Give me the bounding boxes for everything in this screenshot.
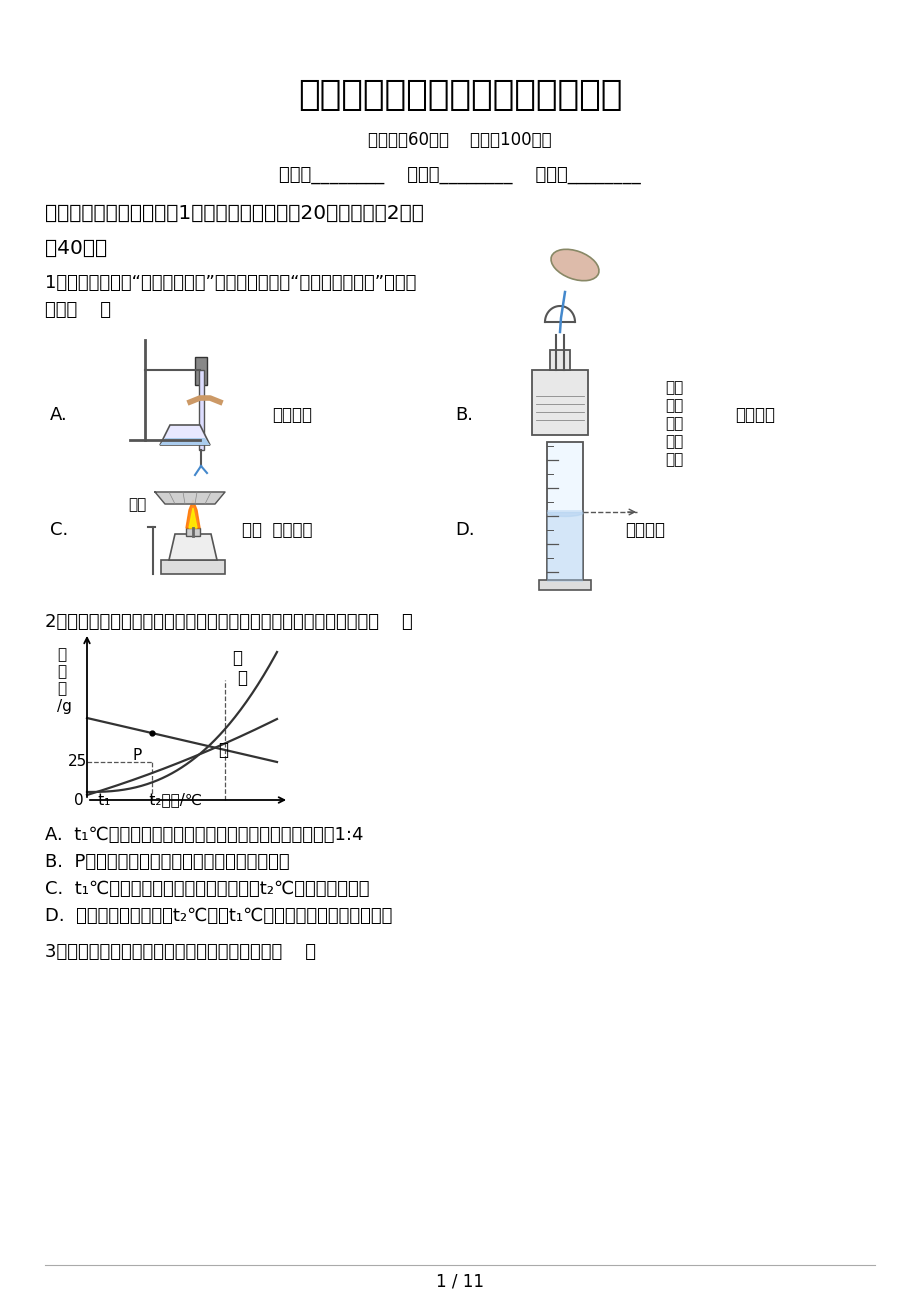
Polygon shape <box>186 500 199 529</box>
Text: 乙: 乙 <box>237 669 246 687</box>
Text: 0   t₁        t₂温度/℃: 0 t₁ t₂温度/℃ <box>74 793 202 807</box>
Polygon shape <box>160 437 210 445</box>
Polygon shape <box>169 534 217 560</box>
Text: （时间：60分钟    分数：100分）: （时间：60分钟 分数：100分） <box>368 132 551 148</box>
Text: A.: A. <box>50 406 68 424</box>
Text: 冲洗: 冲洗 <box>664 417 683 431</box>
Text: 2、下图是甲、乙、丙三种物质的溶解度曲线，下列说法中正确的是（    ）: 2、下图是甲、乙、丙三种物质的溶解度曲线，下列说法中正确的是（ ） <box>45 613 413 631</box>
Polygon shape <box>188 508 197 529</box>
Text: 滴管: 滴管 <box>664 453 683 467</box>
Polygon shape <box>154 492 225 504</box>
Ellipse shape <box>550 249 598 281</box>
Text: D.  将三种物质的溶液从t₂℃降至t₁℃，析出晶体最多的是甲物质: D. 将三种物质的溶液从t₂℃降至t₁℃，析出晶体最多的是甲物质 <box>45 907 391 924</box>
Bar <box>550 350 570 370</box>
Text: 丙: 丙 <box>218 741 228 759</box>
Text: D.: D. <box>455 521 474 539</box>
Bar <box>531 370 587 435</box>
Text: 1 / 11: 1 / 11 <box>436 1273 483 1292</box>
Text: B.: B. <box>455 406 472 424</box>
Text: 25: 25 <box>68 754 87 769</box>
Text: B.  P点表示甲、丙两种物质的饱和溶液质量相等: B. P点表示甲、丙两种物质的饱和溶液质量相等 <box>45 853 289 871</box>
Bar <box>161 560 225 574</box>
Text: 火焰: 火焰 <box>128 497 146 513</box>
Text: 的是（    ）: 的是（ ） <box>45 301 111 319</box>
Bar <box>186 529 199 536</box>
Text: C.: C. <box>50 521 68 539</box>
Text: A.  t₁℃时，甲物质的饱和溶液中溶质和溶剂的质量比为1:4: A. t₁℃时，甲物质的饱和溶液中溶质和溶剂的质量比为1:4 <box>45 825 363 844</box>
Bar <box>539 579 590 590</box>
Bar <box>195 357 207 385</box>
Text: 溶: 溶 <box>57 647 66 663</box>
Text: 污染试剂: 污染试剂 <box>734 406 774 424</box>
Text: 液体噴出: 液体噴出 <box>272 406 312 424</box>
Text: 內40分）: 內40分） <box>45 238 107 258</box>
Text: C.  t₁℃时，乙物质的饱和溶液，升温至t₂℃时仍是饱和溶液: C. t₁℃时，乙物质的饱和溶液，升温至t₂℃时仍是饱和溶液 <box>45 880 369 898</box>
Polygon shape <box>160 424 210 445</box>
Text: 过的: 过的 <box>664 435 683 449</box>
Text: 一、选择题（每小题只有1个选项符合题意。內20小题，每题2分，: 一、选择题（每小题只有1个选项符合题意。內20小题，每题2分， <box>45 203 424 223</box>
Text: 用自: 用自 <box>664 380 683 396</box>
Text: /g: /g <box>57 698 72 713</box>
Bar <box>547 510 583 582</box>
Text: 3、空气中含量最多且化学性质不活泼的气体是（    ）: 3、空气中含量最多且化学性质不活泼的气体是（ ） <box>45 943 315 961</box>
Text: 甲: 甲 <box>232 648 242 667</box>
Text: 酒精  酒精溅出: 酒精 酒精溅出 <box>242 521 312 539</box>
Bar <box>547 441 583 582</box>
Text: 来水: 来水 <box>664 398 683 414</box>
Text: 班级：________    姓名：________    分数：________: 班级：________ 姓名：________ 分数：________ <box>278 165 641 184</box>
Bar <box>199 370 204 450</box>
Text: 解: 解 <box>57 664 66 680</box>
Text: 1、下列图示中的“错误实验操作”与图下面对应的“可能产生的后果”不一致: 1、下列图示中的“错误实验操作”与图下面对应的“可能产生的后果”不一致 <box>45 273 416 292</box>
Text: 度: 度 <box>57 681 66 697</box>
Text: 九年级化学下册月考测试卷及答案: 九年级化学下册月考测试卷及答案 <box>298 78 621 112</box>
Text: P: P <box>133 749 142 763</box>
Text: 读数偏大: 读数偏大 <box>624 521 664 539</box>
